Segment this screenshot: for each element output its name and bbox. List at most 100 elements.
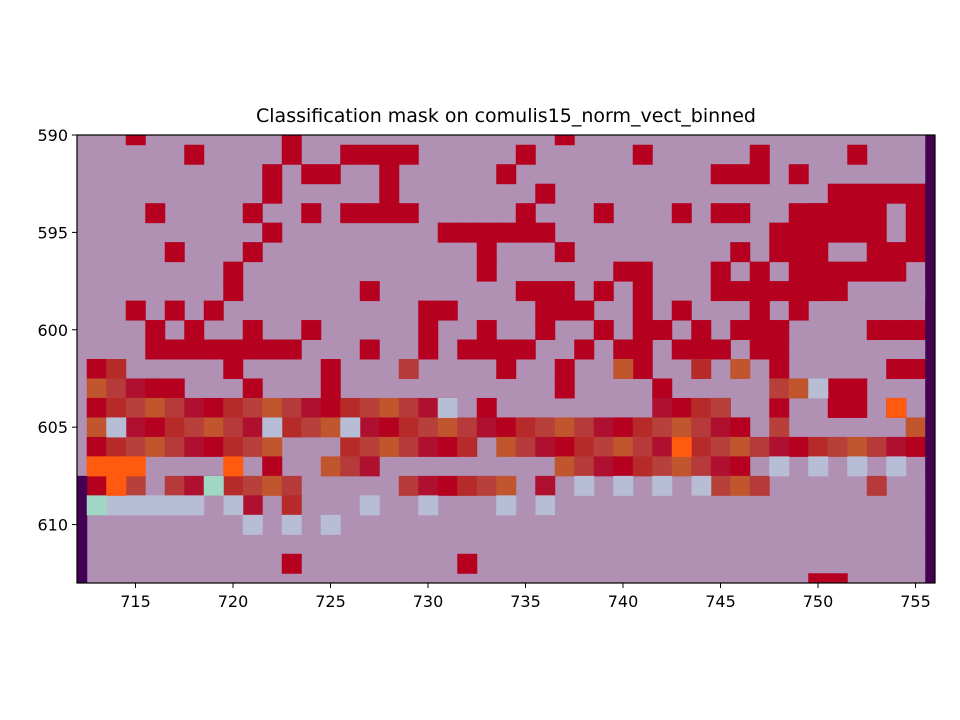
mask-cell (827, 281, 848, 302)
mask-cell (593, 417, 614, 438)
mask-cell (359, 339, 380, 360)
pale-cell (106, 495, 127, 516)
y-tick-label: 600 (37, 321, 68, 340)
mask-cell (359, 436, 380, 457)
mask-cell (320, 164, 341, 185)
mask-cell (145, 436, 166, 457)
mask-cell (671, 300, 692, 321)
mask-cell (691, 456, 712, 477)
mask-cell (515, 222, 536, 243)
mask-cell (886, 183, 907, 204)
pale-cell (223, 495, 244, 516)
edge-cell (925, 456, 936, 477)
mask-cell (808, 281, 829, 302)
mask-cell (281, 144, 302, 165)
mask-cell (437, 436, 458, 457)
edge-cell (925, 144, 936, 165)
mask-cell (145, 339, 166, 360)
pale-cell (242, 514, 263, 535)
mask-cell (242, 203, 263, 224)
mask-cell (262, 456, 283, 477)
mask-cell (710, 417, 731, 438)
mask-cell (749, 339, 770, 360)
mask-cell (398, 417, 419, 438)
mask-cell (418, 397, 439, 418)
mask-cell (164, 378, 185, 399)
edge-cell (925, 495, 936, 516)
mask-cell (710, 203, 731, 224)
y-tick-label: 595 (37, 223, 68, 242)
mask-cell (86, 359, 107, 379)
mask-cell (223, 417, 244, 438)
mask-cell (574, 456, 595, 477)
mask-cell (652, 456, 673, 477)
mask-cell (554, 359, 575, 379)
edge-cell (925, 281, 936, 302)
mask-cell (476, 261, 497, 282)
mask-cell (808, 573, 829, 584)
mask-cell (691, 339, 712, 360)
mask-cell (769, 436, 790, 457)
mask-cell (437, 300, 458, 321)
mask-cell (905, 242, 926, 263)
mask-cell (184, 417, 205, 438)
mask-cell (769, 320, 790, 341)
mask-cell (554, 242, 575, 263)
mask-cell (476, 417, 497, 438)
mask-cell (535, 436, 556, 457)
mask-cell (847, 378, 868, 399)
edge-cell (925, 222, 936, 243)
pale-cell (691, 475, 712, 496)
mask-cell (281, 553, 302, 574)
edge-cell (925, 417, 936, 438)
mask-cell (671, 339, 692, 360)
mask-cell (86, 397, 107, 418)
mask-cell (476, 475, 497, 496)
mask-cell (632, 144, 653, 165)
mask-cell (262, 164, 283, 185)
chart-title: Classification mask on comulis15_norm_ve… (256, 105, 756, 127)
mask-cell (320, 397, 341, 418)
mask-cell (827, 397, 848, 418)
mask-cell (632, 436, 653, 457)
mask-cell (554, 456, 575, 477)
mask-cell (145, 417, 166, 438)
mask-cell (496, 359, 517, 379)
mask-cell (788, 378, 809, 399)
mask-cell (769, 359, 790, 379)
mask-cell (535, 300, 556, 321)
mask-cell (418, 339, 439, 360)
pale-cell (145, 495, 166, 516)
mask-cell (593, 456, 614, 477)
mask-cell (223, 397, 244, 418)
pale-cell (574, 475, 595, 496)
mask-cell (203, 300, 224, 321)
mask-cell (223, 281, 244, 302)
mask-cell (632, 300, 653, 321)
mask-cell (827, 183, 848, 204)
pale-cell (164, 495, 185, 516)
edge-cell (925, 436, 936, 457)
mask-cell (437, 417, 458, 438)
mask-cell (418, 475, 439, 496)
mask-cell (184, 339, 205, 360)
x-tick-label: 740 (608, 592, 639, 611)
mask-cell (203, 339, 224, 360)
pale-cell (359, 495, 380, 516)
mask-cell (223, 475, 244, 496)
mask-cell (340, 436, 361, 457)
mask-cell (515, 281, 536, 302)
mask-cell (788, 242, 809, 263)
edge-cell (925, 514, 936, 535)
mask-cell (359, 417, 380, 438)
mask-cell (86, 436, 107, 457)
mask-cell (788, 203, 809, 224)
y-tick-label: 610 (37, 516, 68, 535)
mask-cell (379, 397, 400, 418)
mask-cell (223, 339, 244, 360)
mask-cell (86, 417, 107, 438)
mask-cell (262, 475, 283, 496)
mask-cell (164, 300, 185, 321)
mask-cell (613, 261, 634, 282)
mask-cell (632, 261, 653, 282)
